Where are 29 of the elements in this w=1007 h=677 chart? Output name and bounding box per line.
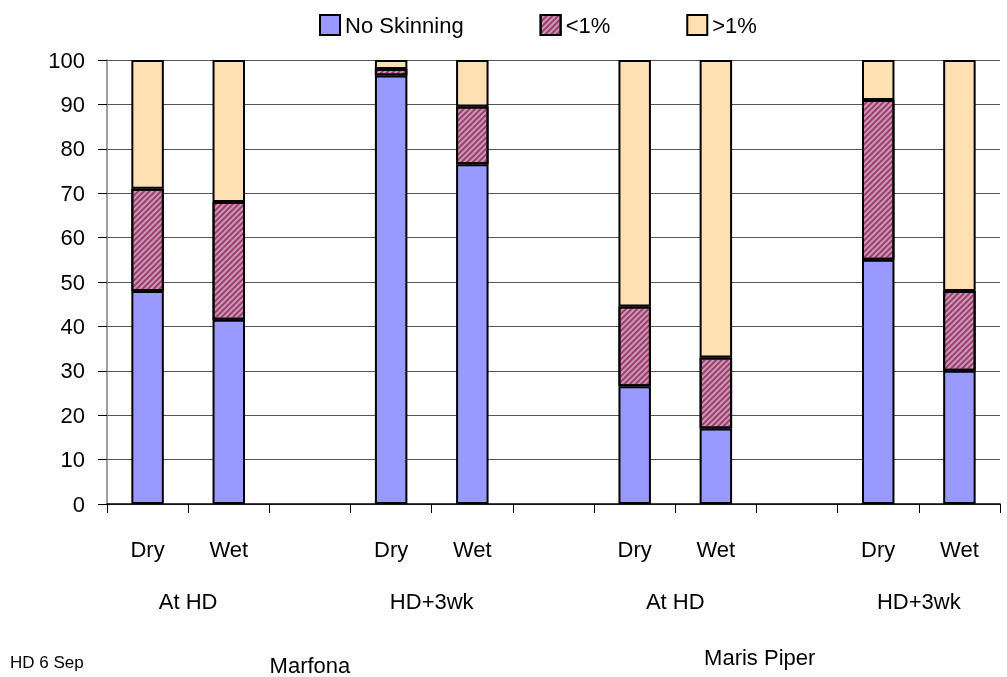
text: Marfona [269, 652, 352, 677]
legend-label: >1% [712, 12, 757, 38]
y-tick-label: 40 [60, 313, 85, 339]
x-tick-label: Dry [374, 536, 409, 562]
y-tick-label: 100 [48, 47, 85, 73]
x-tick-label: Dry [617, 536, 652, 562]
y-tick-label: 0 [72, 491, 85, 517]
x-tick-label: Wet [940, 536, 979, 562]
y-tick-label: 50 [60, 269, 85, 295]
text: At HD [158, 588, 218, 614]
text: HD+3wk [876, 588, 962, 614]
text: HD 6 Sep [10, 652, 84, 672]
legend-label: <1% [565, 12, 611, 38]
text: At HD [645, 588, 705, 614]
x-tick-label: Dry [130, 536, 165, 562]
y-tick-label: 10 [60, 447, 85, 473]
x-tick-label: Wet [452, 536, 492, 562]
y-tick-label: 30 [60, 358, 85, 384]
x-tick-label: Wet [209, 536, 249, 562]
y-tick-label: 60 [60, 225, 85, 251]
text: HD+3wk [389, 588, 475, 614]
y-tick-label: 90 [60, 91, 85, 117]
x-tick-label: Dry [861, 536, 896, 562]
legend-label: No Skinning [345, 12, 464, 38]
text: Maris Piper [704, 644, 816, 670]
y-tick-label: 20 [60, 402, 85, 428]
x-tick-label: Wet [696, 536, 736, 562]
y-tick-label: 70 [60, 180, 85, 206]
y-tick-label: 80 [60, 136, 85, 162]
